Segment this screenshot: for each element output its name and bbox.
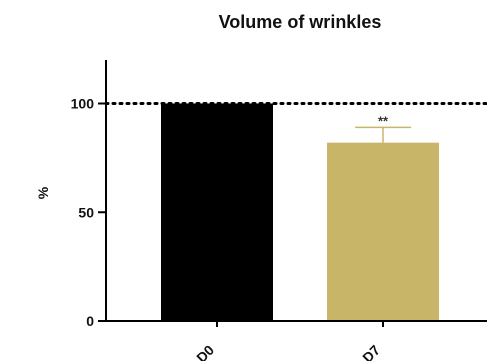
y-tick-label-50: 50	[78, 204, 94, 220]
chart-title: Volume of wrinkles	[219, 12, 382, 32]
bar-d7	[327, 142, 439, 321]
bars-layer	[161, 103, 439, 321]
bar-d0	[161, 103, 273, 321]
x-tick-label-d7: D7	[359, 342, 383, 361]
x-ticks-layer: D0 D7	[193, 321, 384, 361]
y-tick-label-100: 100	[71, 96, 95, 112]
error-bars-layer	[355, 126, 411, 143]
annotations-layer: **	[378, 113, 389, 128]
significance-label-d7: **	[378, 113, 389, 128]
y-ticks-layer: 0 50 100	[71, 96, 106, 329]
y-tick-label-0: 0	[86, 313, 94, 329]
y-axis-label: %	[35, 186, 51, 199]
x-tick-label-d0: D0	[193, 342, 217, 361]
